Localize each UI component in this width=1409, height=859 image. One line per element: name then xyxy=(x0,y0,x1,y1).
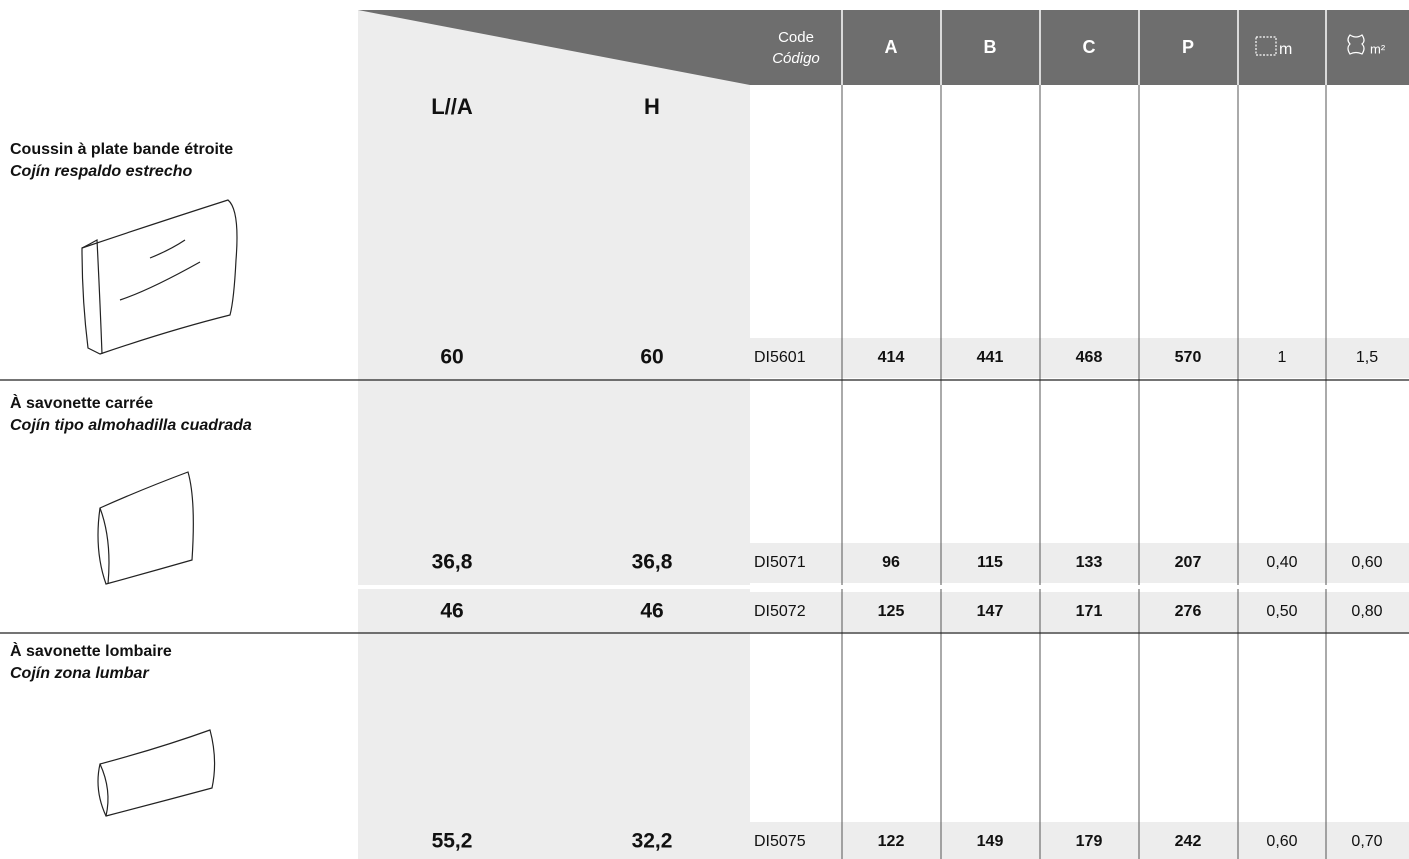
table-cell: 125 xyxy=(878,603,905,620)
table-cell: 122 xyxy=(878,833,905,850)
table-cell: 36,8 xyxy=(432,551,473,574)
table-cell: 0,60 xyxy=(1266,833,1297,850)
cushion-drawing xyxy=(97,729,216,817)
cushion-drawing xyxy=(81,199,238,355)
table-cell: 36,8 xyxy=(632,551,673,574)
table-cell: 60 xyxy=(640,346,663,369)
table-cell: 1,5 xyxy=(1356,349,1378,366)
section-rules xyxy=(0,379,1409,634)
table-cell: 207 xyxy=(1175,554,1202,571)
row-band xyxy=(358,338,1409,378)
section-title-es: Cojín zona lumbar xyxy=(10,665,149,682)
header-height: H xyxy=(644,94,660,119)
table-cell: 133 xyxy=(1076,554,1103,571)
header-column: C xyxy=(1083,37,1096,57)
section-title-es: Cojín tipo almohadilla cuadrada xyxy=(10,417,252,434)
table-cell: 115 xyxy=(977,554,1003,571)
table-cell: DI5071 xyxy=(754,554,806,571)
header-width: L//A xyxy=(431,94,473,119)
table-cell: DI5075 xyxy=(754,833,806,850)
section-title: Coussin à plate bande étroite xyxy=(10,141,233,158)
header-column: B xyxy=(984,37,997,57)
table-cell: DI5072 xyxy=(754,603,806,620)
table-cell: 0,50 xyxy=(1266,603,1297,620)
column-dividers xyxy=(841,85,1327,859)
table-cell: 0,60 xyxy=(1351,554,1382,571)
table-cell: 147 xyxy=(977,603,1004,620)
header-code-es: Código xyxy=(772,50,820,67)
row-band xyxy=(358,543,1409,583)
leather-icon xyxy=(1347,34,1365,55)
section-title: À savonette lombaire xyxy=(10,641,172,660)
table-cell: 46 xyxy=(640,600,663,623)
table-cell: 179 xyxy=(1076,833,1103,850)
header-code: Code xyxy=(778,29,814,46)
table-cell: 242 xyxy=(1175,833,1202,850)
table-cell: 171 xyxy=(1076,603,1103,620)
table-cell: 570 xyxy=(1175,349,1202,366)
row-band xyxy=(358,822,1409,859)
header-fabric-unit: m xyxy=(1279,41,1292,58)
dimension-panel xyxy=(358,10,750,859)
table-cell: 55,2 xyxy=(432,830,473,853)
table-cell: 149 xyxy=(977,833,1004,850)
row-band xyxy=(358,592,1409,632)
table-cell: 414 xyxy=(878,349,905,366)
table-cell: 468 xyxy=(1076,349,1103,366)
table-cell: 441 xyxy=(977,349,1004,366)
table-cell: 96 xyxy=(882,554,900,571)
header-column: P xyxy=(1182,37,1194,57)
table-cell: 0,80 xyxy=(1351,603,1382,620)
cushion-drawing xyxy=(97,471,194,585)
table-cell: 0,40 xyxy=(1266,554,1297,571)
header-leather-unit: m² xyxy=(1370,41,1386,56)
table-cell: DI5601 xyxy=(754,349,806,366)
fabric-icon xyxy=(1255,36,1277,56)
table-cell: 1 xyxy=(1278,349,1287,366)
table-cell: 32,2 xyxy=(632,830,673,853)
header-bar xyxy=(358,10,1409,85)
table-cell: 0,70 xyxy=(1351,833,1382,850)
table-cell: 60 xyxy=(440,346,463,369)
section-title: À savonette carrée xyxy=(10,393,153,412)
section-title-es: Cojín respaldo estrecho xyxy=(10,163,192,180)
header-dividers xyxy=(841,10,1327,85)
table-cell: 276 xyxy=(1175,603,1202,620)
header-column: A xyxy=(885,37,898,57)
table-cell: 46 xyxy=(440,600,463,623)
